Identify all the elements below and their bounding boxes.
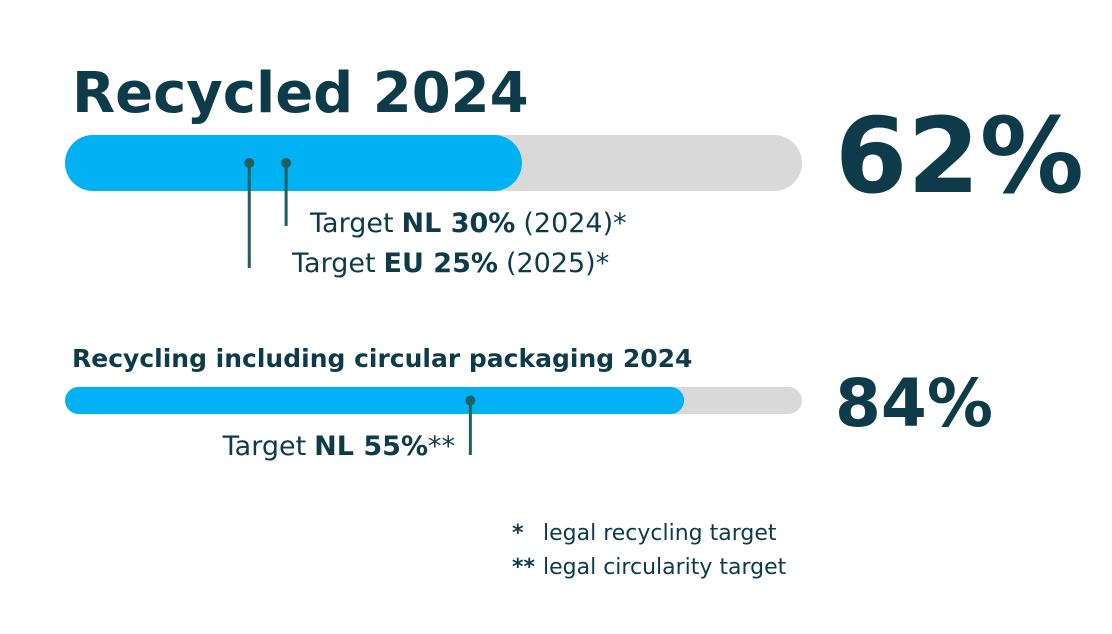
target-label: Target NL 30% (2024)* (309, 208, 627, 239)
target-dot (244, 158, 255, 168)
value-label: 62% (835, 95, 1084, 217)
target-label: Target NL 55%** (222, 431, 455, 462)
target-value: EU 25% (384, 248, 498, 279)
bar-fill (65, 387, 685, 414)
target-label: Target EU 25% (2025)* (291, 248, 609, 279)
footnote-symbol: * (512, 521, 524, 546)
footnote-symbol: ** (512, 555, 536, 580)
target-dot (281, 158, 292, 168)
target-prefix: Target (291, 248, 376, 279)
target-prefix: Target (309, 208, 394, 239)
target-value: NL 55% (314, 431, 428, 462)
section-title: Recycled 2024 (72, 61, 529, 126)
bar-fill (65, 135, 522, 191)
section-title: Recycling including circular packaging 2… (72, 344, 692, 373)
footnote-text: legal circularity target (543, 555, 787, 580)
target-value: NL 30% (402, 208, 516, 239)
target-dot (465, 395, 476, 406)
target-prefix: Target (222, 431, 307, 462)
value-label: 84% (835, 365, 993, 442)
target-suffix: (2024)* (523, 208, 626, 239)
footnote-text: legal recycling target (543, 521, 777, 546)
target-suffix: ** (428, 431, 455, 462)
target-suffix: (2025)* (506, 248, 609, 279)
